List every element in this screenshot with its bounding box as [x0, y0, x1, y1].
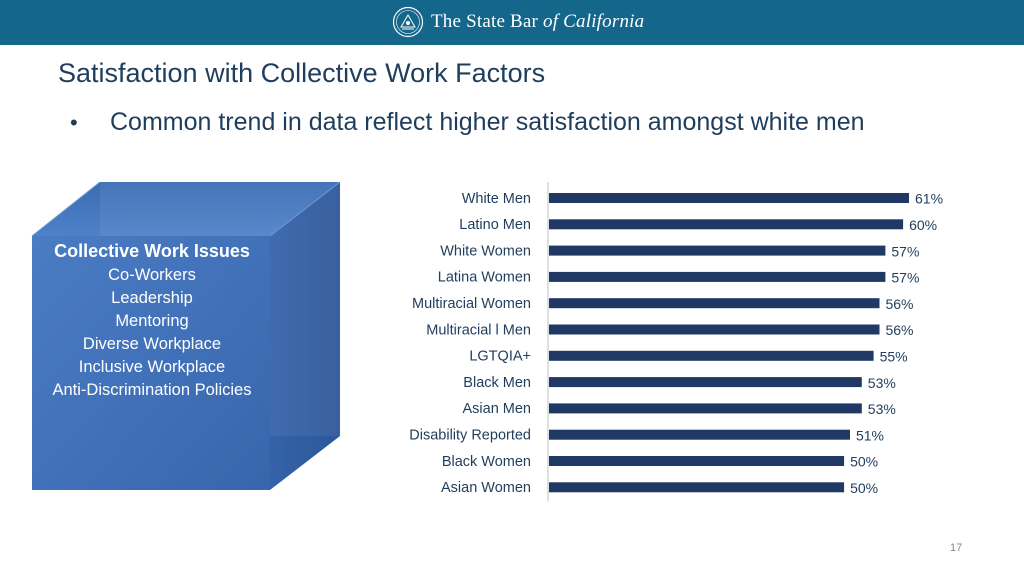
bar [549, 219, 904, 230]
bar [549, 429, 850, 440]
logo-text-main: The State Bar [431, 11, 544, 32]
category-label: Black Men [463, 375, 531, 391]
issue-item: Anti-Discrimination Policies [52, 381, 252, 399]
value-label: 53% [868, 401, 896, 417]
category-label: White Men [462, 191, 531, 207]
logo-text: The State Bar of California [431, 11, 644, 33]
category-label: LGTQIA+ [469, 349, 531, 365]
value-label: 60% [909, 217, 937, 233]
bar [549, 377, 862, 388]
state-bar-logo: The State Bar of California [392, 5, 644, 39]
bar [549, 298, 880, 309]
cube-shape [31, 181, 341, 490]
state-bar-seal-icon [392, 6, 424, 38]
value-label: 50% [850, 480, 878, 496]
bar [549, 193, 909, 203]
issue-item: Co-Workers [108, 266, 196, 284]
category-label: Latino Men [459, 217, 531, 233]
issues-list: Collective Work Issues Co-Workers Leader… [2, 238, 302, 402]
cube-side-face [270, 182, 340, 490]
bullet-point: • Common trend in data reflect higher sa… [70, 108, 865, 137]
value-label: 57% [891, 243, 919, 259]
bar [549, 271, 886, 282]
value-label: 56% [885, 296, 913, 312]
value-label: 55% [880, 349, 908, 365]
value-label: 50% [850, 454, 878, 470]
chart-svg: White Men 61% Latino Men 60% White Women 57% L… [409, 182, 943, 502]
category-label: Black Women [442, 454, 531, 470]
issues-heading: Collective Work Issues [54, 241, 250, 261]
bullet-symbol: • [70, 109, 78, 135]
issue-item: Mentoring [115, 312, 189, 330]
collective-work-issues-box [30, 180, 342, 492]
slide-title: Satisfaction with Collective Work Factor… [58, 58, 546, 88]
bar [549, 350, 874, 361]
page-number: 17 [950, 542, 963, 554]
bar [549, 456, 845, 466]
issue-item: Inclusive Workplace [78, 358, 226, 376]
category-label: Multiracial l Men [426, 322, 531, 338]
issue-item: Diverse Workplace [82, 335, 222, 353]
bar [549, 245, 886, 256]
category-label: Disability Reported [409, 428, 531, 444]
category-label: Latina Women [438, 270, 531, 286]
bar [549, 324, 880, 335]
value-label: 51% [856, 427, 884, 443]
bullet-text: Common trend in data reflect higher sati… [110, 108, 865, 136]
logo-text-italic: of California [543, 11, 645, 32]
value-label: 61% [915, 191, 943, 207]
category-label: Asian Women [441, 480, 531, 496]
cube-front-face [32, 236, 270, 490]
cube-top-face [32, 182, 340, 236]
bar [549, 403, 862, 414]
bar [549, 482, 845, 493]
issue-item: Leadership [111, 289, 193, 307]
value-label: 56% [885, 322, 913, 338]
category-label: White Women [440, 243, 531, 259]
category-label: Asian Men [462, 401, 531, 417]
header-bar [0, 0, 1024, 45]
satisfaction-bar-chart: White Men 61% Latino Men 60% White Women 57% L… [380, 178, 980, 508]
value-label: 53% [868, 375, 896, 391]
category-label: Multiracial Women [412, 296, 531, 312]
value-label: 57% [891, 270, 919, 286]
